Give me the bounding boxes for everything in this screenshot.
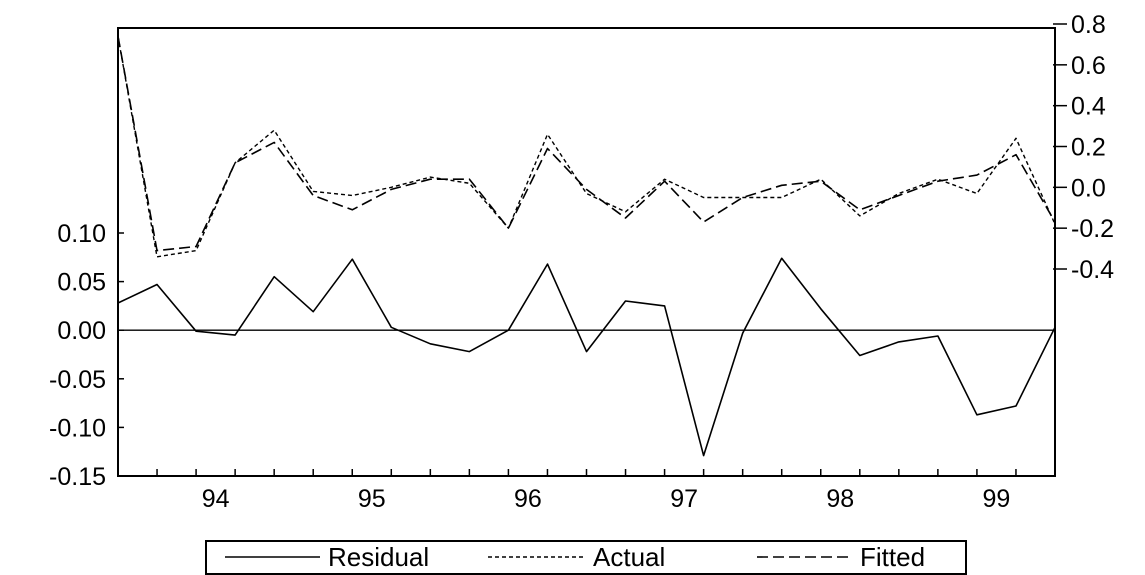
x-tick-label: 96	[514, 485, 542, 513]
right-axis: 0.8 0.6 0.4 0.2 0.0 -0.2 -0.4	[1053, 11, 1114, 284]
left-tick-label: 0.10	[57, 220, 106, 248]
series-line-residual	[117, 257, 1056, 457]
right-tick-label: 0.4	[1071, 93, 1106, 121]
x-tick-label: 95	[358, 485, 386, 513]
right-tick-label: 0.2	[1071, 134, 1106, 162]
legend: Residual Actual Fitted	[205, 540, 967, 575]
right-tick-label: 0.8	[1071, 11, 1106, 39]
right-tick-label: 0.6	[1071, 52, 1106, 80]
series-line-actual	[117, 36, 1056, 258]
x-tick-label: 97	[670, 485, 698, 513]
left-tick-label: -0.10	[49, 414, 106, 442]
series-line-fitted	[117, 36, 1056, 252]
left-tick-label: -0.05	[49, 366, 106, 394]
left-tick-label: 0.00	[57, 317, 106, 345]
plot-frame	[117, 27, 1056, 477]
x-tick-label: 98	[826, 485, 854, 513]
x-axis: 94 95 96 97 98 99	[117, 469, 1056, 513]
left-axis: 0.10 0.05 0.00 -0.05 -0.10 -0.15	[49, 220, 124, 491]
right-tick-label: -0.4	[1071, 256, 1114, 284]
x-tick-label: 99	[983, 485, 1011, 513]
left-tick-label: 0.05	[57, 269, 106, 297]
legend-label-residual: Residual	[328, 542, 429, 572]
legend-label-actual: Actual	[593, 542, 665, 572]
x-tick-label: 94	[202, 485, 230, 513]
right-tick-label: 0.0	[1071, 174, 1106, 202]
plot-area	[117, 27, 1056, 477]
legend-label-fitted: Fitted	[860, 542, 925, 572]
right-tick-label: -0.2	[1071, 215, 1114, 243]
left-tick-label: -0.15	[49, 463, 106, 491]
